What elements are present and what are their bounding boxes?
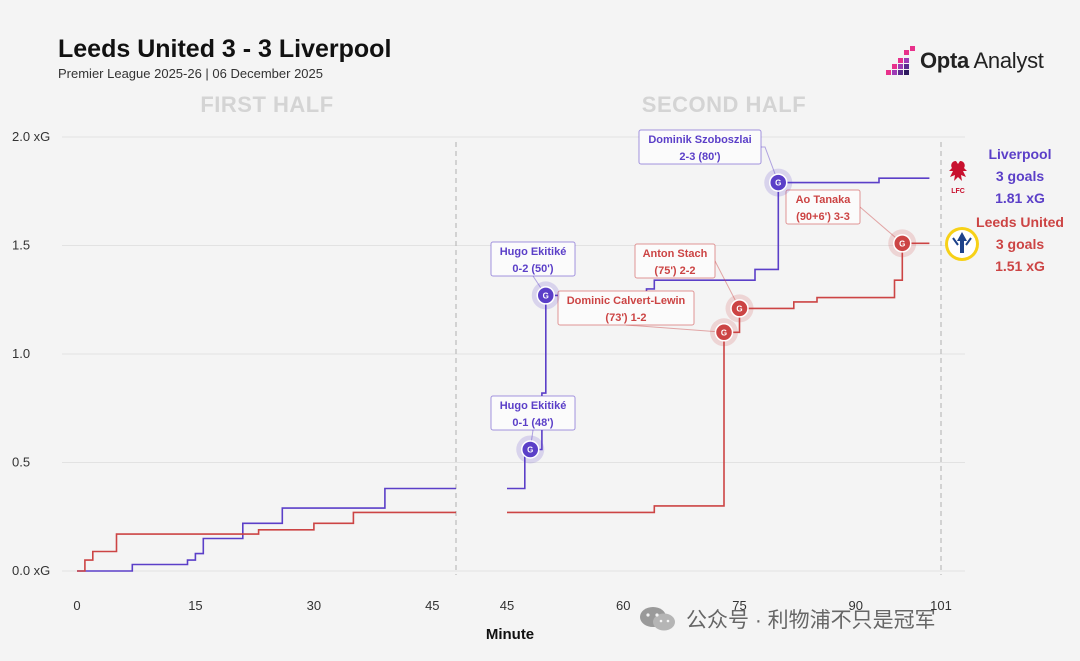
goal-marker-label: G bbox=[543, 291, 549, 300]
x-tick-label: 45 bbox=[425, 598, 439, 613]
goal-scorer-label: Ao Tanaka bbox=[796, 194, 852, 206]
team-legend: LFC Liverpool 3 goals 1.81 xG Leeds United 3… bbox=[945, 146, 1064, 274]
wechat-watermark: 公众号 · 利物浦不只是冠军 bbox=[638, 604, 936, 634]
watermark-text: 公众号 · 利物浦不只是冠军 bbox=[686, 609, 936, 632]
liverpool-xg-line-first-half bbox=[77, 487, 456, 572]
goal-marker-label: G bbox=[775, 179, 781, 188]
leeds-xg-line-second-half bbox=[507, 242, 930, 514]
goal-marker bbox=[714, 323, 734, 342]
goal-scorer-label: Hugo Ekitiké bbox=[500, 400, 567, 412]
y-tick-label: 1.5 bbox=[12, 238, 30, 253]
goal-scorer-label: Dominic Calvert-Lewin bbox=[567, 295, 686, 307]
goal-scorer-label: Dominik Szoboszlai bbox=[648, 134, 751, 146]
grid-lines bbox=[62, 136, 965, 575]
goal-marker-label: G bbox=[899, 239, 905, 248]
goal-callout-box bbox=[785, 189, 861, 225]
goal-marker bbox=[893, 234, 912, 253]
brand-name: Opta Analyst bbox=[920, 48, 1044, 73]
y-tick-label: 2.0 xG bbox=[12, 129, 50, 144]
x-tick-label: 101 bbox=[930, 598, 952, 613]
goal-marker-label: G bbox=[736, 304, 742, 313]
goal-leader-line bbox=[859, 206, 903, 244]
leeds-crest-icon bbox=[945, 227, 979, 261]
half-labels: FIRST HALF SECOND HALF bbox=[200, 92, 806, 117]
x-tick-label: 30 bbox=[307, 598, 321, 613]
goal-score-label: 0-2 (50') bbox=[512, 263, 553, 275]
goal-score-label: (90+6') 3-3 bbox=[796, 211, 850, 223]
first-half-label: FIRST HALF bbox=[200, 92, 333, 117]
goal-scorer-label: Anton Stach bbox=[643, 248, 708, 260]
y-tick-label: 0.5 bbox=[12, 455, 30, 470]
goal-callout-box bbox=[557, 290, 695, 326]
series-lines bbox=[77, 177, 930, 572]
leeds-xg-line-first-half bbox=[77, 511, 456, 572]
chart-subtitle: Premier League 2025-26 | 06 December 202… bbox=[58, 66, 323, 81]
chart-title: Leeds United 3 - 3 Liverpool bbox=[58, 35, 392, 63]
y-tick-label: 1.0 bbox=[12, 346, 30, 361]
opta-logo-icon bbox=[886, 46, 915, 75]
goal-marker bbox=[730, 299, 749, 318]
liverpool-legend-xg: 1.81 xG bbox=[995, 190, 1045, 206]
leeds-legend-goals: 3 goals bbox=[996, 236, 1044, 252]
x-tick-label: 45 bbox=[500, 598, 514, 613]
leeds-legend-name: Leeds United bbox=[976, 214, 1064, 230]
goal-marker bbox=[536, 286, 555, 305]
x-tick-label: 90 bbox=[849, 598, 863, 613]
goal-leader-line bbox=[761, 146, 779, 183]
goal-callout-box bbox=[634, 243, 716, 279]
liverpool-legend-goals: 3 goals bbox=[996, 168, 1044, 184]
goal-score-label: 2-3 (80') bbox=[679, 151, 720, 163]
axes: 0.0 xG 0.5 1.0 1.5 2.0 xG 0 15 30 45 45 60 75 90 101 M… bbox=[12, 129, 952, 643]
x-tick-label: 15 bbox=[188, 598, 202, 613]
opta-analyst-brand: Opta Analyst bbox=[884, 44, 1044, 78]
goal-leader-line bbox=[625, 324, 725, 333]
goal-markers: G G G G G G bbox=[516, 168, 917, 464]
y-tick-label: 0.0 xG bbox=[12, 563, 50, 578]
goal-marker-label: G bbox=[527, 445, 533, 454]
liverpool-crest-icon: LFC bbox=[949, 161, 967, 195]
goal-callout-box bbox=[638, 129, 762, 165]
liverpool-legend-name: Liverpool bbox=[988, 146, 1051, 162]
goal-scorer-label: Hugo Ekitiké bbox=[500, 246, 567, 258]
goal-callout-box bbox=[490, 395, 576, 431]
goal-score-label: (73') 1-2 bbox=[605, 312, 646, 324]
goal-callouts: Hugo Ekitiké 0-1 (48') Hugo Ekitiké 0-2 (50… bbox=[490, 129, 861, 431]
goal-marker bbox=[521, 440, 540, 459]
x-axis-label: Minute bbox=[486, 626, 534, 643]
wechat-icon bbox=[640, 607, 675, 631]
leeds-legend-xg: 1.51 xG bbox=[995, 258, 1045, 274]
goal-callout-box bbox=[490, 241, 576, 277]
second-half-label: SECOND HALF bbox=[642, 92, 806, 117]
goal-score-label: (75') 2-2 bbox=[654, 265, 695, 277]
x-tick-label: 75 bbox=[732, 598, 746, 613]
x-tick-label: 0 bbox=[73, 598, 80, 613]
goal-score-label: 0-1 (48') bbox=[512, 417, 553, 429]
goal-marker bbox=[769, 173, 788, 192]
svg-text:LFC: LFC bbox=[951, 188, 965, 195]
goal-marker-label: G bbox=[721, 328, 727, 337]
x-tick-label: 60 bbox=[616, 598, 630, 613]
